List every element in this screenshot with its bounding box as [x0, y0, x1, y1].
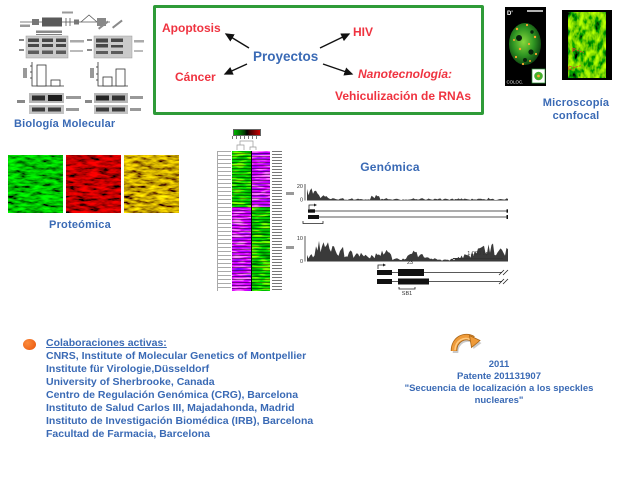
gene-diagram	[20, 11, 110, 27]
gel-green	[8, 155, 63, 213]
gel-red	[66, 155, 121, 213]
confocal-label: Microscopía confocal	[542, 97, 610, 122]
node-apoptosis: Apoptosis	[162, 21, 221, 35]
patent-quote-line1: "Secuencia de localización a los speckle…	[404, 383, 594, 394]
gene-model-1	[302, 203, 508, 224]
bullet-icon	[23, 339, 36, 350]
tissue-c-label: C	[568, 66, 572, 72]
nucleus-image	[509, 23, 541, 65]
arrow-nanotecnologia	[322, 63, 354, 76]
coverage-histogram-2	[307, 240, 508, 262]
collaboration-item: University of Sherbrooke, Canada	[46, 376, 215, 388]
patent-year: 2011	[488, 359, 510, 370]
patent-number: Patente 201131907	[457, 371, 541, 382]
track2-ymin: 0	[300, 259, 303, 265]
collaboration-item: Instituto de Salud Carlos III, Majadahon…	[46, 402, 295, 414]
heatmap-column-separator	[251, 151, 252, 291]
wb-validation-right	[85, 93, 143, 114]
heatmap-color-scale	[233, 129, 261, 136]
bar-chart-left	[23, 62, 64, 87]
projects-center-label: Proyectos	[253, 49, 319, 64]
scale-bar-label: 1,000 bp	[467, 251, 488, 257]
collaboration-item: Centro de Regulación Genómica (CRG), Bar…	[46, 389, 299, 401]
arrow-apoptosis	[224, 33, 250, 49]
track1-ymin: 0	[300, 198, 303, 204]
panel-corner-label: D'	[507, 11, 513, 17]
collaboration-item: CNRS, Institute of Molecular Genetics of…	[46, 350, 307, 362]
exon-label: 23	[407, 260, 413, 266]
coloc-label: COLOC.	[507, 80, 524, 85]
coverage-track-2: 10 0 1,000 bp	[286, 236, 508, 265]
confocal-panel-2: P C	[562, 10, 612, 80]
node-cancer: Cáncer	[175, 70, 216, 84]
patent-block: 2011 Patente 201131907 "Secuencia de loc…	[388, 359, 610, 407]
genomics-title: Genómica	[360, 160, 420, 174]
collaboration-item: Institute für Virologie,Düsseldorf	[46, 363, 210, 375]
microarray-heatmap	[216, 127, 284, 299]
collaboration-item: Facultad de Farmacia, Barcelona	[46, 428, 210, 440]
patent-quote-line2: nucleares"	[474, 395, 524, 406]
node-vehiculizacion: Vehiculización de RNAs	[335, 89, 472, 103]
collaboration-item: Instituto de Investigación Biomédica (IR…	[46, 415, 314, 427]
wb-validation-left	[17, 93, 81, 114]
projects-diagram: Apoptosis HIV Proyectos Cáncer Nanotecno…	[153, 5, 484, 115]
heatmap-scale-ticks	[232, 136, 260, 139]
tissue-image	[568, 12, 606, 78]
node-nanotecnologia: Nanotecnología:	[358, 67, 453, 81]
molecular-biology-label: Biología Molecular	[14, 118, 116, 130]
gene-model-2: 23 SB1	[377, 260, 509, 297]
genomics-tracks: 20 0 10 0 1,000 bp 23	[286, 184, 509, 297]
curved-arrow-icon	[450, 333, 482, 354]
western-blot-panel-right	[87, 19, 144, 59]
arrow-cancer	[223, 63, 248, 75]
node-hiv: HIV	[353, 25, 374, 39]
tissue-p-label: P	[572, 48, 576, 54]
nuclear-speckles	[513, 23, 538, 66]
coverage-track-1: 20 0	[286, 184, 508, 204]
collaborations-heading: Colaboraciones activas:	[46, 337, 167, 349]
western-blot-panel-left	[19, 30, 84, 59]
track2-ymax: 10	[297, 236, 303, 242]
projects-arrows	[223, 33, 354, 76]
gel-merged	[124, 155, 179, 213]
heatmap-body	[232, 151, 270, 291]
arrow-hiv	[319, 33, 351, 49]
molecular-biology-figure	[17, 11, 144, 114]
proteomics-label: Proteómica	[49, 219, 111, 231]
bar-chart-right	[90, 62, 128, 87]
heatmap-gene-labels	[272, 151, 282, 291]
row-dendrogram	[217, 151, 231, 291]
coverage-histogram-1	[307, 188, 508, 201]
column-dendrogram	[236, 140, 257, 150]
region-label: SB1	[402, 291, 412, 297]
confocal-panel-1: D' COLOC.	[505, 7, 546, 86]
track1-ymax: 20	[297, 184, 303, 190]
